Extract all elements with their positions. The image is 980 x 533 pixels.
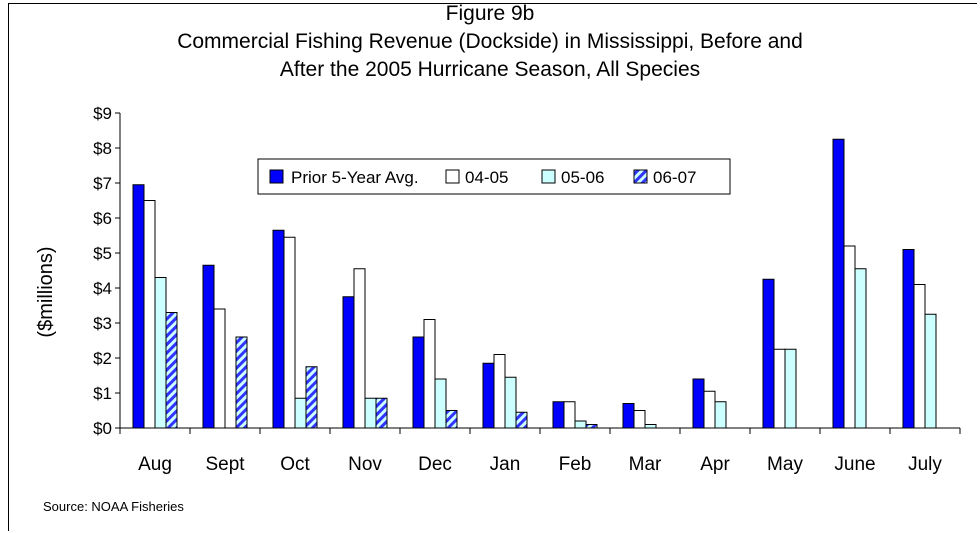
x-tick-label: May [767, 454, 803, 475]
legend-label: 04-05 [465, 168, 508, 187]
legend-swatch [269, 169, 284, 184]
chart-title-line-2: Commercial Fishing Revenue (Dockside) in… [177, 30, 803, 53]
bar [412, 336, 425, 429]
bar [552, 401, 565, 429]
y-tick-label: $7 [93, 174, 112, 193]
x-tick-label: Nov [348, 454, 382, 475]
legend-label: 06-07 [653, 168, 696, 187]
chart-title-line-3: After the 2005 Hurricane Season, All Spe… [279, 58, 701, 81]
bar [375, 397, 388, 429]
y-tick-label: $2 [93, 349, 112, 368]
bar [434, 378, 447, 429]
bar [902, 249, 915, 429]
bar [574, 420, 587, 429]
bar [482, 362, 495, 429]
y-tick-label: $0 [93, 419, 112, 438]
y-tick-label: $5 [93, 244, 112, 263]
bar [843, 245, 856, 429]
y-tick-label: $3 [93, 314, 112, 333]
bar [294, 397, 307, 429]
y-tick-label: $6 [93, 209, 112, 228]
source-note: Source: NOAA Fisheries [43, 499, 184, 514]
bar [622, 403, 635, 429]
bar [342, 296, 355, 429]
bar [633, 410, 646, 429]
bar [132, 184, 145, 429]
chart-title-line-1: Figure 9b [445, 2, 535, 25]
bar [364, 397, 377, 429]
legend-swatch [541, 169, 556, 184]
bar [213, 308, 226, 429]
x-tick-label: Oct [280, 454, 310, 475]
x-tick-label: June [834, 454, 875, 475]
bar [714, 401, 727, 429]
legend-swatch [633, 169, 648, 184]
bar [644, 424, 657, 429]
bar [563, 401, 576, 429]
legend-label: 05-06 [561, 168, 604, 187]
bar [353, 268, 366, 429]
x-tick-label: Apr [700, 454, 730, 475]
bar [784, 348, 797, 429]
x-tick-label: Mar [629, 454, 662, 475]
y-tick-label: $8 [93, 139, 112, 158]
x-tick-label: July [908, 454, 942, 475]
chart-frame [8, 3, 977, 531]
bar [703, 390, 716, 429]
bar [585, 424, 598, 429]
bar [165, 312, 178, 429]
x-tick-label: Dec [418, 454, 452, 475]
x-tick-label: Sept [205, 454, 245, 475]
bar [305, 366, 318, 429]
bar [423, 319, 436, 429]
bar [445, 410, 458, 429]
y-tick-label: $1 [93, 384, 112, 403]
bar [143, 200, 156, 429]
bar [924, 313, 937, 429]
legend-label: Prior 5-Year Avg. [291, 168, 419, 187]
bar [504, 376, 517, 429]
bar [515, 411, 528, 429]
x-tick-label: Jan [490, 454, 521, 475]
bar [283, 236, 296, 429]
bar [854, 268, 867, 429]
bar [272, 229, 285, 429]
legend-box [257, 158, 731, 195]
bar [235, 336, 248, 429]
bar [154, 277, 167, 429]
y-tick-label: $4 [93, 279, 112, 298]
bar [913, 284, 926, 429]
x-tick-label: Aug [138, 454, 172, 475]
bar [493, 354, 506, 429]
x-tick-label: Feb [559, 454, 592, 475]
bar [202, 264, 215, 429]
bar [762, 278, 775, 429]
y-axis-label: ($millions) [35, 246, 57, 337]
bar [773, 348, 786, 429]
bar [832, 138, 845, 429]
bar [692, 378, 705, 429]
legend-swatch [445, 169, 460, 184]
y-tick-label: $9 [93, 104, 112, 123]
